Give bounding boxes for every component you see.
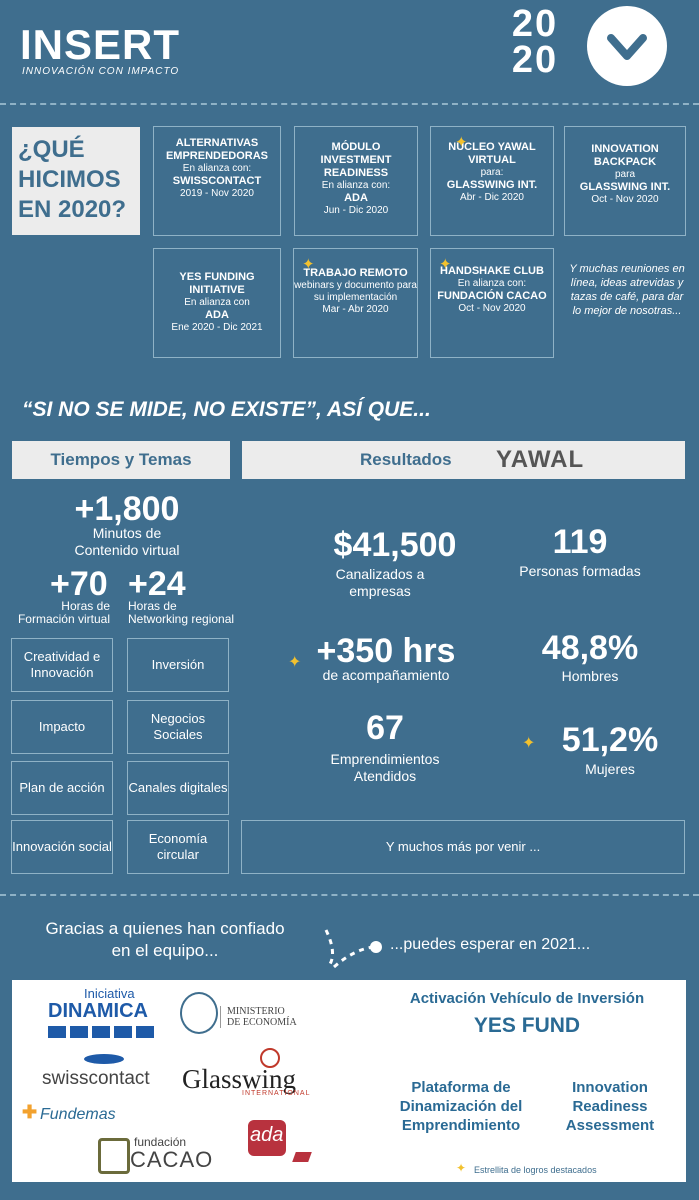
card-trabajo-remoto: ✦ TRABAJO REMOTO webinars y documento par… — [293, 248, 418, 358]
card-modulo: MÓDULO INVESTMENT READINESS En alianza co… — [294, 126, 418, 236]
section-question: ¿QUÉ HICIMOS EN 2020? — [12, 127, 140, 235]
topic-item: Creatividad e Innovación — [11, 638, 113, 692]
plan-plataforma: Plataforma de Dinamización del Emprendim… — [399, 1079, 523, 1134]
topic-item: Inversión — [127, 638, 229, 692]
stat-men-label: Hombres — [561, 668, 619, 684]
star-icon: ✦ — [456, 1161, 467, 1175]
insert-tagline: INNOVACIÓN CON IMPACTO — [22, 66, 180, 77]
slogan: “SI NO SE MIDE, NO EXISTE”, ASÍ QUE... — [22, 398, 431, 421]
topic-item: Canales digitales — [127, 761, 229, 815]
insert-logo: INSERT — [20, 21, 181, 68]
expect-text: ...puedes esperar en 2021... — [390, 936, 591, 953]
plan-innovation-readiness: Innovation Readiness Assessment — [565, 1079, 655, 1134]
tab-resultados: Resultados YAWAL — [242, 441, 685, 479]
dotted-arrow-icon — [324, 929, 382, 969]
stat-startups: 67 — [366, 709, 404, 747]
stat-hours-70-label: Horas de Formación virtual — [17, 599, 110, 626]
ada-icon — [248, 1120, 286, 1156]
topic-item: Innovación social — [11, 820, 113, 874]
ada-logo: ada — [250, 1124, 284, 1146]
star-icon: ✦ — [455, 134, 468, 151]
divider — [0, 103, 699, 105]
glasswing-logo: Glasswing — [182, 1064, 296, 1094]
fundemas-icon: ✚ — [22, 1102, 38, 1122]
ministerio-logo: MINISTERIO DE ECONOMÍA — [220, 1006, 297, 1028]
topic-item: Plan de acción — [11, 761, 113, 815]
cacao-icon — [98, 1138, 130, 1174]
stat-hours-350: +350 hrs — [316, 632, 456, 670]
divider — [0, 894, 699, 896]
card-alternativas: ALTERNATIVAS EMPRENDEDORAS En alianza con… — [153, 126, 281, 236]
card-nucleo: ✦ NÚCLEO YAWAL VIRTUAL para: GLASSWING INT… — [430, 126, 554, 236]
card-handshake: ✦ HANDSHAKE CLUB En alianza con: FUNDACIÓN… — [430, 248, 554, 358]
stat-people: 119 — [552, 523, 608, 561]
plan-vehiculo: Activación Vehículo de Inversión — [409, 990, 645, 1007]
stat-women: 51,2% — [561, 721, 659, 759]
chevron-down-icon[interactable] — [587, 6, 667, 86]
stat-hours-350-label: de acompañamiento — [322, 667, 450, 683]
star-icon: ✦ — [288, 654, 302, 671]
star-icon: ✦ — [522, 735, 536, 752]
thanks-text: Gracias a quienes han confiado en el equ… — [45, 919, 285, 960]
funders-strip — [48, 1026, 158, 1038]
stat-hours-70: +70 — [50, 565, 108, 603]
star-icon: ✦ — [439, 256, 452, 273]
fundemas-logo: Fundemas — [40, 1106, 116, 1123]
year-label: 20 20 — [511, 3, 559, 81]
stat-money-label: Canalizados a empresas — [335, 566, 425, 599]
star-icon: ✦ — [302, 256, 315, 273]
stat-men: 48,8% — [541, 629, 639, 667]
plan-yes-fund: YES FUND — [473, 1014, 581, 1037]
stat-minutes-label: Minutos de Contenido virtual — [74, 525, 180, 558]
cacao-logo: CACAO — [130, 1147, 214, 1172]
legend-text: Estrellita de logros destacados — [474, 1165, 597, 1175]
stat-minutes: +1,800 — [74, 490, 180, 528]
partners-panel: Iniciativa DINAMICA MINISTERIO DE ECONOM… — [12, 980, 686, 1182]
note-text: Y muchas reuniones en línea, ideas atrev… — [569, 263, 685, 317]
stat-startups-label: Emprendimientos Atendidos — [330, 751, 440, 784]
more-box: Y muchos más por venir ... — [241, 820, 685, 874]
glasswing-icon — [260, 1048, 280, 1068]
stat-hours-24-label: Horas de Networking regional — [128, 599, 235, 626]
yawal-logo: YAWAL — [496, 446, 585, 473]
stat-hours-24: +24 — [128, 565, 186, 603]
topic-item: Economía circular — [127, 820, 229, 874]
tab-tiempos-temas: Tiempos y Temas — [12, 441, 230, 479]
topic-item: Impacto — [11, 700, 113, 754]
stat-money: $41,500 — [333, 526, 457, 564]
stat-people-label: Personas formadas — [519, 563, 641, 579]
swiss-icon — [84, 1054, 124, 1064]
topic-item: Negocios Sociales — [127, 700, 229, 754]
dinamica-logo: DINAMICA — [48, 1000, 148, 1022]
stat-women-label: Mujeres — [585, 761, 635, 777]
card-backpack: INNOVATION BACKPACK para GLASSWING INT. Oct… — [564, 126, 686, 236]
seal-icon — [180, 992, 218, 1034]
swisscontact-logo: swisscontact — [42, 1068, 150, 1089]
card-yes-funding: YES FUNDING INITIATIVE En alianza con ADA E… — [153, 248, 281, 358]
